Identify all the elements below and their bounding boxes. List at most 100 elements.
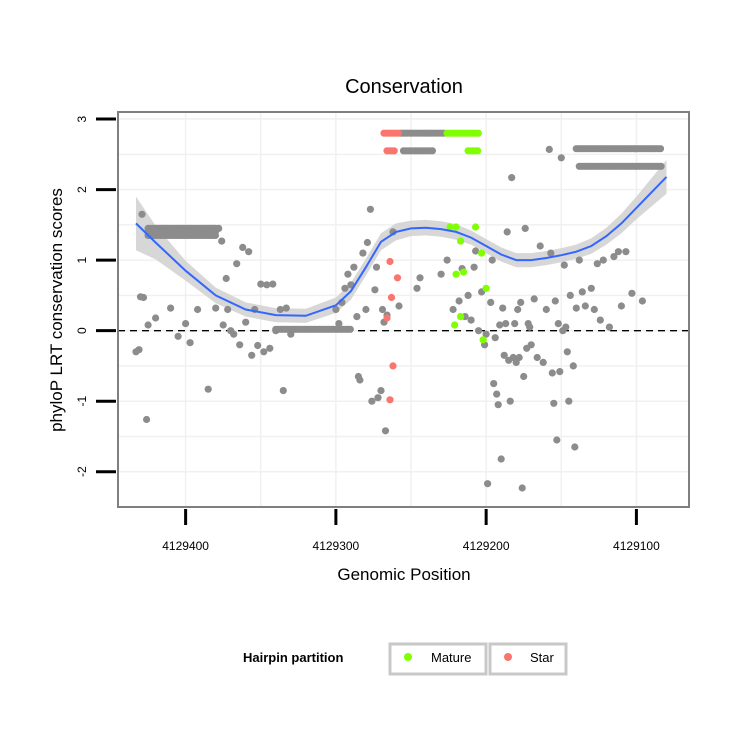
data-point <box>248 351 256 359</box>
data-point <box>490 380 498 388</box>
data-point <box>287 330 295 338</box>
data-point <box>215 224 223 232</box>
data-point <box>484 480 492 488</box>
data-point <box>614 248 623 256</box>
data-point <box>545 145 553 153</box>
data-point <box>386 257 394 266</box>
data-point <box>245 248 253 256</box>
data-point <box>204 385 212 393</box>
data-point <box>194 305 202 314</box>
data-point <box>502 320 510 328</box>
data-point <box>394 129 402 137</box>
data-point <box>656 145 665 153</box>
y-axis: -2 -1 0 1 2 3 <box>75 115 116 477</box>
data-point <box>472 247 480 255</box>
data-point <box>211 231 219 239</box>
data-point <box>437 270 445 278</box>
data-point <box>135 346 143 354</box>
data-point <box>508 174 516 182</box>
data-point <box>520 372 528 381</box>
data-point <box>474 129 482 137</box>
data-point <box>496 321 504 329</box>
data-point <box>230 330 238 338</box>
data-point <box>219 321 227 329</box>
data-point <box>363 238 371 247</box>
y-axis-title: phyloP LRT conservation scores <box>47 188 66 432</box>
data-point <box>413 284 421 292</box>
data-point <box>236 341 244 349</box>
data-point <box>590 305 598 314</box>
data-point <box>464 291 472 299</box>
data-point <box>452 223 460 231</box>
y-tick-label: -2 <box>75 466 89 477</box>
x-axis: 4129400 4129300 4129200 4129100 <box>162 509 660 553</box>
data-point <box>389 362 397 370</box>
data-point <box>479 336 487 344</box>
data-point <box>212 304 220 312</box>
data-point <box>536 242 544 250</box>
data-point <box>446 223 454 231</box>
series-star <box>380 129 402 404</box>
data-point <box>359 249 367 257</box>
data-point <box>386 396 394 404</box>
data-point <box>269 280 277 288</box>
data-point <box>482 284 490 292</box>
data-point <box>266 344 274 352</box>
data-point <box>387 293 396 302</box>
data-point <box>628 289 636 297</box>
data-point <box>550 399 558 407</box>
data-point <box>272 327 280 335</box>
data-point <box>233 260 241 268</box>
data-point <box>569 362 577 370</box>
data-point <box>460 268 468 276</box>
legend-key-star <box>488 642 568 676</box>
data-point <box>578 288 586 296</box>
data-point <box>152 314 160 322</box>
data-point <box>596 316 604 324</box>
data-point <box>467 316 475 324</box>
x-tick-label: 4129100 <box>613 539 660 553</box>
data-point <box>393 274 402 282</box>
data-point <box>517 298 525 306</box>
data-point <box>526 323 534 331</box>
legend-title: Hairpin partition <box>243 650 343 665</box>
data-point <box>527 341 535 349</box>
data-point <box>443 256 451 264</box>
data-point <box>478 249 486 257</box>
smooth-curve <box>135 176 668 317</box>
data-point <box>372 263 381 271</box>
data-point <box>350 263 358 271</box>
data-point <box>282 304 290 312</box>
data-point <box>551 297 559 305</box>
data-point <box>377 387 385 395</box>
data-point <box>493 390 501 398</box>
data-point <box>455 297 463 305</box>
data-point <box>224 305 232 314</box>
legend-label-star: Star <box>530 650 555 665</box>
data-point <box>556 368 564 376</box>
data-point <box>491 334 499 342</box>
y-tick-label: 3 <box>75 115 89 122</box>
data-point <box>260 348 268 356</box>
data-point <box>506 397 514 405</box>
data-point <box>571 443 579 451</box>
y-tick-label: 0 <box>75 327 89 334</box>
data-point <box>494 401 502 409</box>
data-point <box>279 387 287 395</box>
data-point <box>563 348 571 356</box>
data-point <box>451 321 459 329</box>
data-point <box>470 263 478 271</box>
data-point <box>497 455 505 463</box>
data-point <box>332 305 340 314</box>
x-axis-title: Genomic Position <box>337 565 470 584</box>
data-point <box>533 353 541 362</box>
data-point <box>276 305 284 314</box>
data-point <box>475 327 483 335</box>
data-point <box>378 305 387 314</box>
data-point <box>539 358 547 366</box>
data-point <box>346 325 354 333</box>
data-point <box>572 304 580 312</box>
data-point <box>383 314 391 322</box>
data-points <box>132 129 665 492</box>
data-point <box>610 253 618 261</box>
